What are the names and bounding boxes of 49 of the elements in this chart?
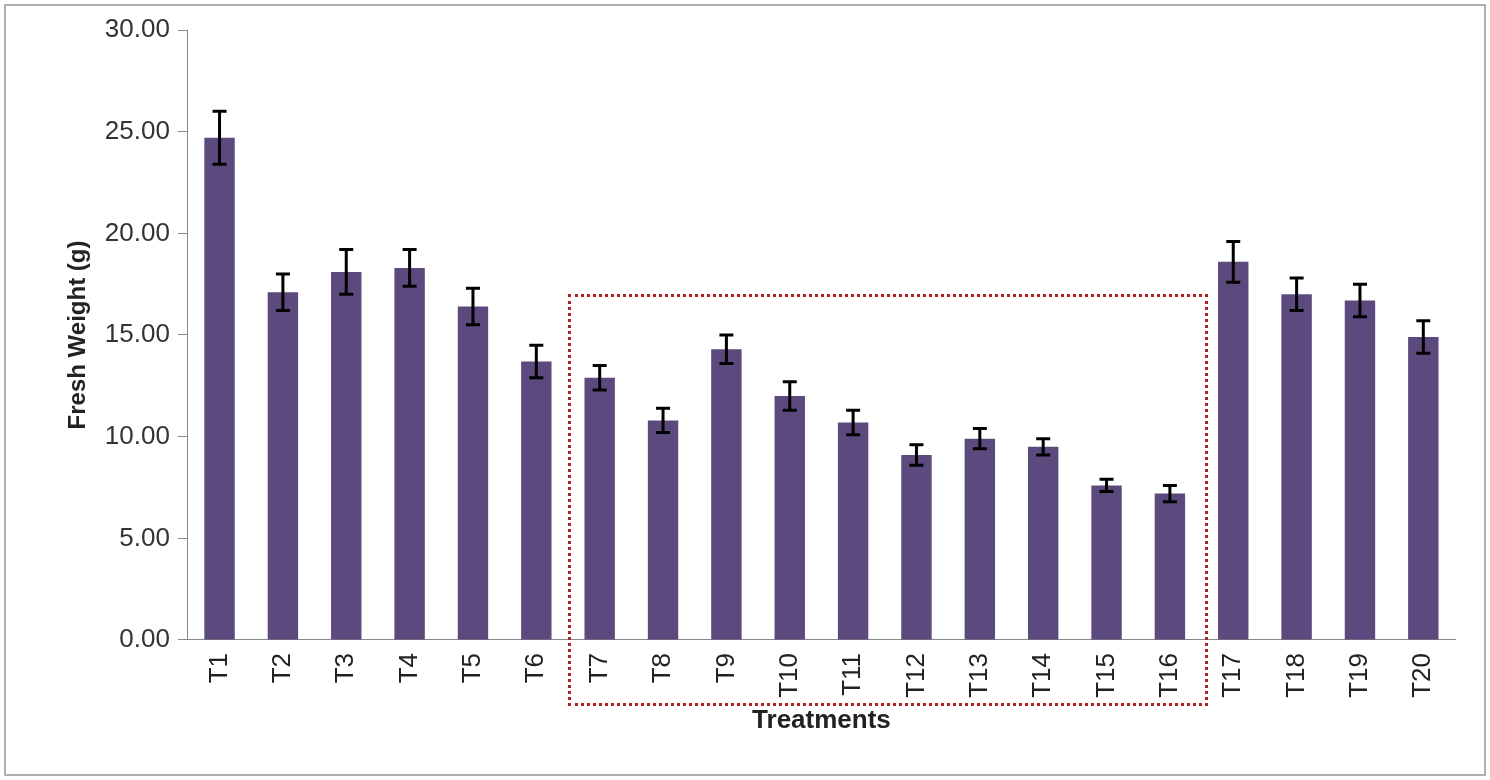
x-tick-label: T1 bbox=[202, 653, 233, 684]
x-tick-label: T12 bbox=[899, 653, 930, 698]
x-tick-label: T17 bbox=[1216, 653, 1247, 698]
x-tick-label: T3 bbox=[329, 653, 360, 684]
y-tick-label: 10.00 bbox=[104, 419, 170, 450]
x-tick-label: T6 bbox=[519, 653, 550, 684]
bar bbox=[774, 396, 805, 640]
x-tick-label: T9 bbox=[709, 653, 740, 684]
x-tick-label: T16 bbox=[1153, 653, 1184, 698]
bar bbox=[1091, 485, 1122, 640]
bar bbox=[1154, 493, 1186, 640]
bar bbox=[837, 422, 869, 640]
bar bbox=[457, 306, 489, 640]
x-tick-label: T18 bbox=[1279, 653, 1310, 698]
bar bbox=[711, 349, 742, 640]
x-axis-title: Treatments bbox=[752, 703, 891, 734]
bar bbox=[1344, 300, 1376, 640]
x-tick-label: T19 bbox=[1343, 653, 1374, 698]
y-tick-label: 20.00 bbox=[104, 216, 170, 247]
x-tick-label: T2 bbox=[266, 653, 297, 684]
bar bbox=[584, 377, 615, 640]
bar bbox=[267, 292, 299, 640]
x-tick-label: T15 bbox=[1089, 653, 1120, 698]
y-tick-label: 0.00 bbox=[119, 623, 170, 654]
bar bbox=[331, 271, 362, 640]
y-tick-label: 25.00 bbox=[104, 114, 170, 145]
bar bbox=[1408, 337, 1439, 640]
x-tick-label: T7 bbox=[582, 653, 613, 684]
x-tick-label: T10 bbox=[772, 653, 803, 698]
y-axis-title: Fresh Weight (g) bbox=[63, 240, 91, 430]
x-tick-label: T14 bbox=[1026, 653, 1057, 698]
bar bbox=[647, 420, 679, 640]
x-tick-label: T8 bbox=[646, 653, 677, 684]
y-tick-label: 5.00 bbox=[119, 521, 170, 552]
bar bbox=[1281, 294, 1312, 640]
bar bbox=[964, 438, 996, 640]
x-tick-label: T20 bbox=[1406, 653, 1437, 698]
x-tick-label: T4 bbox=[392, 653, 423, 684]
bar bbox=[1027, 446, 1059, 640]
x-tick-label: T11 bbox=[836, 653, 867, 696]
y-tick-label: 15.00 bbox=[104, 318, 170, 349]
bar bbox=[901, 454, 932, 640]
bar bbox=[521, 361, 552, 640]
bar bbox=[204, 137, 235, 640]
y-tick-label: 30.00 bbox=[104, 13, 170, 44]
x-tick-label: T5 bbox=[456, 653, 487, 684]
x-tick-label: T13 bbox=[963, 653, 993, 698]
bar bbox=[1218, 261, 1249, 640]
bar bbox=[394, 267, 425, 640]
